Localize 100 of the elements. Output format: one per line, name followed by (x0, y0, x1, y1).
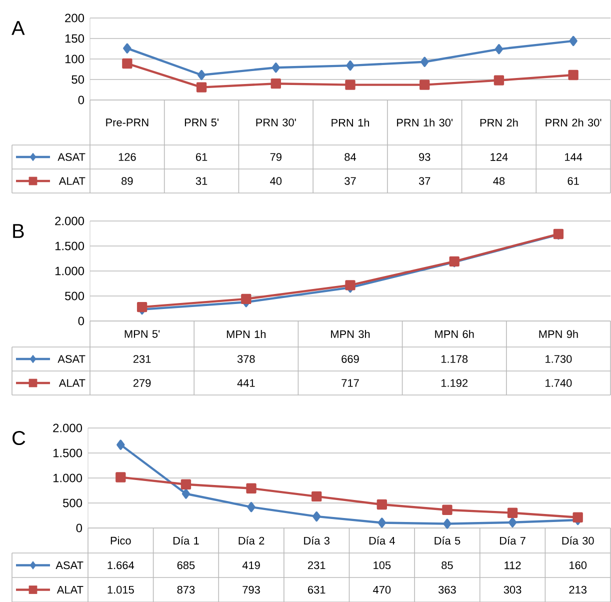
y-tick-label: 500 (65, 292, 84, 300)
point (116, 472, 126, 482)
data-label: 40 (270, 177, 282, 185)
point (345, 80, 356, 90)
x-tick-label: PRN 1h 30' (397, 118, 453, 127)
x-tick-label: PRN 2h 30' (546, 118, 602, 127)
x-tick-label: PRN 1h (332, 118, 370, 126)
data-label: 160 (570, 561, 587, 570)
data-label: 213 (569, 586, 587, 594)
x-tick-label: PRN 2h (480, 118, 518, 126)
data-label: 1.730 (546, 355, 572, 363)
x-tick-label: Día 3 (304, 536, 330, 545)
data-label: 105 (374, 561, 391, 570)
point (196, 82, 207, 92)
y-tick-label: 2.000 (55, 216, 84, 226)
legend-label: ASAT (56, 561, 84, 570)
point (442, 504, 452, 515)
x-tick-label: Día 4 (369, 536, 395, 545)
x-tick-label: Día 5 (434, 536, 460, 545)
data-label: 79 (270, 153, 282, 161)
data-label: 419 (242, 561, 260, 570)
data-label: 31 (196, 177, 208, 185)
data-label: 363 (438, 586, 456, 594)
x-tick-label: PRN 30' (256, 118, 296, 126)
point (346, 60, 354, 71)
point (197, 70, 206, 80)
chart-title: C (12, 430, 26, 446)
legend-label: ALAT (56, 586, 84, 594)
point (507, 508, 518, 518)
legend-label: ASAT (58, 355, 86, 363)
point (312, 511, 321, 522)
point (508, 517, 517, 528)
y-tick-label: 0 (76, 524, 82, 532)
point (378, 518, 386, 528)
data-label: 279 (133, 379, 151, 387)
data-label: 61 (568, 177, 579, 185)
point (122, 58, 132, 69)
y-tick-label: 0 (78, 316, 84, 326)
point (246, 483, 256, 494)
data-label: 93 (419, 153, 430, 161)
y-tick-label: 0 (78, 96, 84, 104)
point (376, 499, 387, 510)
data-label: 441 (237, 379, 255, 387)
point (420, 56, 429, 67)
data-label: 37 (418, 177, 430, 185)
point (272, 62, 280, 73)
point (116, 440, 125, 450)
data-label: 378 (237, 355, 255, 363)
data-label: 231 (133, 355, 151, 363)
point (182, 488, 190, 499)
point (247, 502, 256, 512)
data-label: 89 (122, 177, 133, 185)
data-label: 126 (118, 153, 136, 161)
point (569, 36, 578, 46)
point (568, 70, 578, 80)
y-tick-label: 200 (65, 14, 84, 22)
data-label: 1.015 (108, 586, 134, 594)
point (312, 491, 322, 502)
data-label: 873 (177, 586, 195, 594)
point (420, 80, 430, 90)
x-tick-label: MPN 5' (124, 330, 160, 338)
data-label: 1.740 (546, 379, 572, 387)
data-label: 1.178 (441, 355, 468, 363)
y-tick-label: 100 (65, 54, 84, 64)
y-tick-label: 50 (72, 75, 84, 84)
point (123, 43, 132, 54)
x-tick-label: Día 2 (238, 536, 264, 545)
x-tick-label: MPN 1h (226, 330, 266, 338)
chart-title: B (13, 224, 24, 238)
y-tick-label: 1.500 (53, 448, 82, 458)
data-label: 112 (504, 561, 521, 570)
x-tick-label: PRN 5' (184, 118, 218, 126)
data-label: 303 (504, 586, 522, 594)
y-tick-label: 1.000 (55, 266, 84, 276)
x-tick-label: MPN 3h (331, 330, 370, 338)
x-tick-label: Día 1 (173, 536, 199, 545)
chart-title: A (12, 21, 25, 35)
point (572, 512, 583, 522)
legend-label: ASAT (58, 153, 86, 161)
y-tick-label: 1.000 (53, 474, 82, 482)
data-label: 231 (308, 561, 326, 570)
y-tick-label: 2.000 (53, 424, 82, 432)
x-tick-label: Día 7 (500, 536, 526, 545)
point (345, 280, 356, 290)
point (494, 44, 504, 54)
y-tick-label: 500 (63, 498, 82, 508)
data-label: 631 (308, 586, 326, 594)
data-label: 61 (196, 153, 208, 161)
data-label: 793 (242, 586, 260, 594)
x-tick-label: Pico (110, 536, 131, 545)
data-label: 37 (344, 177, 356, 185)
point (443, 518, 452, 529)
point (241, 294, 252, 304)
x-tick-label: MPN 9h (539, 330, 578, 338)
data-label: 1.192 (441, 379, 468, 387)
legend-label: ALAT (58, 379, 86, 387)
y-tick-label: 1.500 (55, 242, 84, 250)
data-label: 1.664 (108, 561, 134, 570)
point (180, 479, 192, 490)
data-label: 669 (342, 355, 359, 363)
